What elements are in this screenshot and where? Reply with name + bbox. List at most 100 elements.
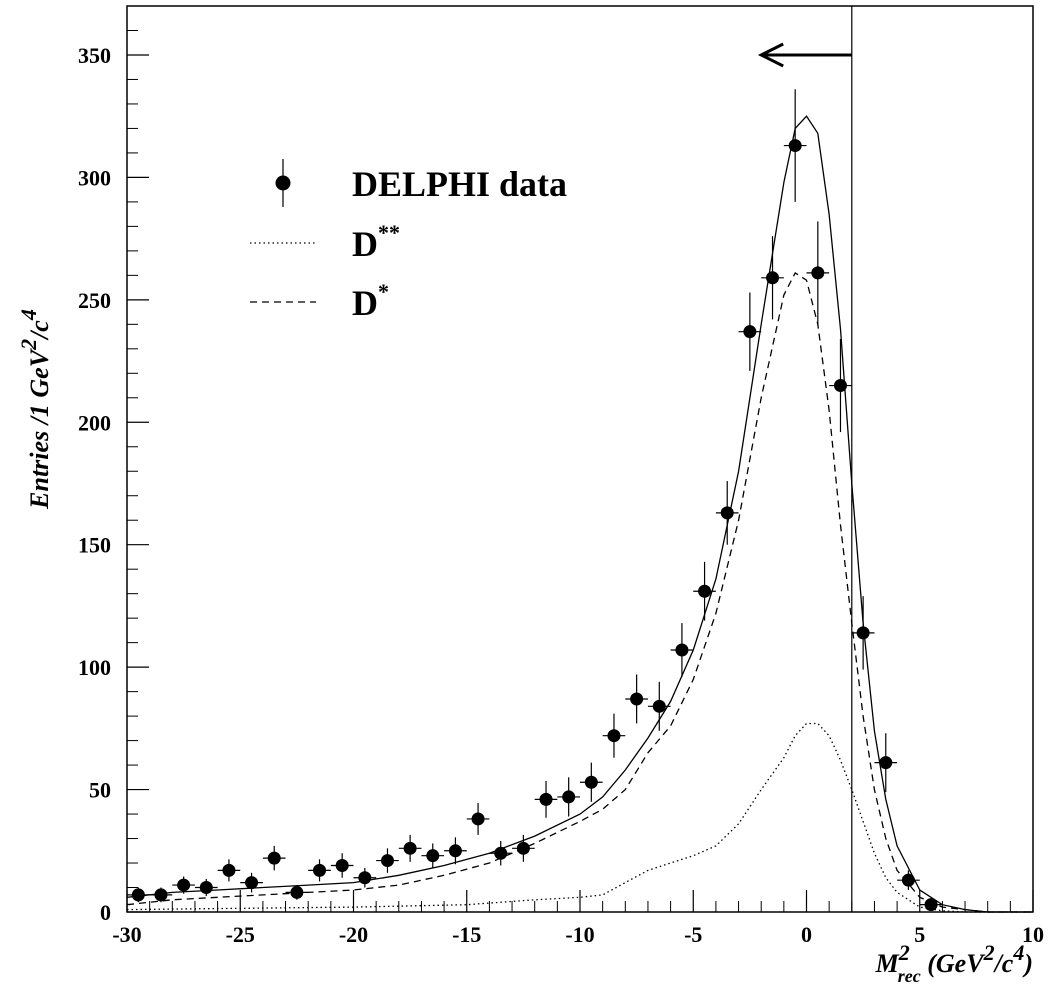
data-point: [149, 887, 173, 903]
data-marker: [199, 881, 213, 895]
data-marker: [245, 876, 259, 890]
legend-entry-data: DELPHI data: [275, 159, 567, 207]
data-marker: [222, 863, 236, 877]
y-axis-label: Entries /1 GeV2/c4: [16, 309, 55, 510]
y-tick-label: 100: [78, 655, 111, 680]
data-points: [127, 89, 943, 912]
data-marker: [630, 692, 644, 706]
plot-frame: [126, 5, 1034, 913]
cut-arrow-head: [757, 42, 784, 68]
data-point: [217, 859, 241, 882]
data-marker: [607, 729, 621, 743]
data-marker: [335, 858, 349, 872]
data-point: [127, 887, 150, 903]
data-point: [444, 837, 467, 865]
data-marker: [313, 863, 327, 877]
data-point: [172, 876, 195, 894]
data-point: [557, 777, 580, 817]
data-marker: [675, 643, 689, 657]
legend-label-sup: *: [378, 279, 389, 304]
data-marker: [833, 379, 847, 393]
data-marker: [267, 851, 281, 865]
data-marker: [177, 878, 191, 892]
data-point: [783, 89, 807, 202]
data-marker: [766, 271, 780, 285]
data-point: [693, 561, 716, 621]
y-tick-label: 50: [89, 778, 111, 803]
data-marker: [290, 885, 304, 899]
cut-marker: [757, 6, 853, 912]
data-marker: [562, 790, 576, 804]
data-point: [715, 481, 739, 545]
data-marker: [856, 626, 870, 640]
x-tick-label: -15: [452, 922, 481, 947]
data-point: [421, 843, 445, 868]
data-point: [897, 870, 920, 890]
data-point: [806, 221, 830, 325]
legend-label: D**: [352, 220, 400, 264]
data-marker: [879, 756, 893, 770]
data-marker: [403, 841, 417, 855]
data-point: [240, 872, 263, 893]
data-marker: [788, 139, 802, 153]
data-point: [761, 236, 784, 320]
data-point: [194, 878, 218, 897]
legend-label-text: DELPHI data: [352, 164, 567, 204]
legend-entry-dstar: D*: [250, 279, 389, 323]
data-point: [262, 845, 286, 871]
y-tick-label: 200: [78, 410, 111, 435]
data-marker: [516, 841, 530, 855]
data-marker: [358, 871, 372, 885]
axis-tick-labels: -30 -25 -20 -15 -10 -5 0 5 100501001502002503003…: [78, 43, 1044, 947]
data-marker: [154, 888, 168, 902]
data-point: [829, 339, 852, 433]
x-tick-label: -20: [339, 922, 368, 947]
data-marker: [698, 584, 712, 598]
data-marker: [131, 888, 145, 902]
data-marker: [743, 325, 757, 339]
data-point: [376, 848, 399, 873]
y-tick-label: 350: [78, 43, 111, 68]
legend-label: DELPHI data: [352, 164, 567, 204]
legend-label: D*: [352, 279, 389, 323]
y-tick-label: 250: [78, 288, 111, 313]
data-point: [466, 803, 490, 835]
x-tick-label: -25: [226, 922, 255, 947]
y-tick-label: 0: [100, 900, 111, 925]
data-marker: [380, 854, 394, 868]
data-point: [625, 674, 648, 724]
data-point: [874, 733, 898, 793]
legend-marker: [275, 175, 291, 191]
legend-label-text: D: [352, 224, 378, 264]
axis-ticks: [126, 5, 1034, 913]
x-axis-label: M2 rec (GeV2/c4): [875, 940, 1033, 986]
data-marker: [924, 898, 938, 912]
data-point: [602, 713, 626, 758]
dstar-curve: [126, 271, 1033, 913]
x-tick-label: -10: [565, 922, 594, 947]
data-point: [353, 867, 377, 888]
data-point: [308, 859, 331, 882]
data-marker: [811, 266, 825, 280]
data-marker: [426, 849, 440, 863]
legend-label-text: D: [352, 283, 378, 323]
data-point: [489, 840, 513, 866]
legend-entry-dstarstar: D**: [250, 220, 400, 264]
data-marker: [494, 846, 508, 860]
x-tick-label: 10: [1022, 922, 1044, 947]
data-marker: [448, 844, 462, 858]
data-point: [647, 681, 671, 731]
data-marker: [539, 792, 553, 806]
data-point: [580, 762, 603, 802]
x-tick-label: -5: [684, 922, 702, 947]
data-point: [919, 898, 943, 912]
data-marker: [584, 775, 598, 789]
data-marker: [901, 873, 915, 887]
data-point: [330, 853, 354, 878]
x-tick-label: -30: [112, 922, 141, 947]
total-fit-curve: [126, 115, 1033, 913]
x-tick-label: 0: [801, 922, 812, 947]
data-point: [670, 623, 694, 677]
